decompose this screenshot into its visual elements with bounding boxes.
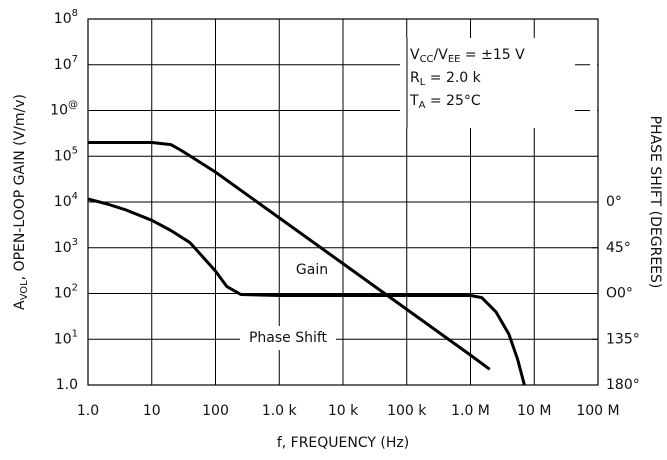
condition-text: = 25°C xyxy=(425,93,480,109)
x-tick-label: 100 k xyxy=(387,403,427,419)
y-tick-exponent: 3 xyxy=(72,237,78,248)
series-line xyxy=(87,197,526,386)
y-tick-label: 101 xyxy=(54,328,78,347)
y-tick-label: 103 xyxy=(54,237,78,256)
y2-tick-label: 45° xyxy=(606,240,631,256)
y-tick-base: 10 xyxy=(54,11,72,27)
condition-text: = ±15 V xyxy=(460,47,525,63)
y-axis-title: AVOL, OPEN-LOOP GAIN (V/m/v) xyxy=(12,94,30,310)
condition-text: T xyxy=(409,93,419,109)
y-axis-title-text: A xyxy=(12,300,28,310)
condition-subscript: A xyxy=(419,100,426,111)
y-tick-label: 105 xyxy=(54,145,78,164)
x-tick-label: 10 M xyxy=(517,403,551,419)
y-tick-base: 10 xyxy=(54,286,72,302)
condition: RL = 2.0 k xyxy=(410,70,482,88)
y-tick-base: 10 xyxy=(54,148,72,164)
y-tick-exponent: 1 xyxy=(72,328,78,339)
x-tick-label: 1.0 k xyxy=(262,403,298,419)
y-axis-title-subscript: VOL xyxy=(19,280,30,301)
y-tick-label: 10@ xyxy=(50,100,78,119)
y-tick-base: 10 xyxy=(54,194,72,210)
y-tick-exponent: 8 xyxy=(72,8,78,19)
conditions-background xyxy=(400,38,597,128)
y2-tick-label: 0° xyxy=(606,194,622,210)
x-tick-label: 100 M xyxy=(576,403,619,419)
phase-label-background xyxy=(240,326,336,350)
y-tick-exponent: 7 xyxy=(72,54,78,65)
condition-subscript: L xyxy=(420,77,426,88)
y-tick-label: 102 xyxy=(54,283,78,302)
gain-label-background xyxy=(286,258,338,282)
y-tick-base: 10 xyxy=(54,331,72,347)
y-tick-label: 107 xyxy=(54,54,78,73)
x-tick-label: 1.0 M xyxy=(451,403,490,419)
x-tick-label: 1.0 xyxy=(77,403,99,419)
x-axis-title: f, FREQUENCY (Hz) xyxy=(277,435,409,451)
plot-frame xyxy=(87,18,599,386)
x-tick-label: 10 k xyxy=(328,403,359,419)
condition-text: = 2.0 k xyxy=(425,70,481,86)
condition-text: R xyxy=(410,70,420,86)
x-tick-label: 100 xyxy=(202,403,229,419)
condition: VCC/VEE = ±15 V xyxy=(410,47,525,65)
y-tick-base: 10 xyxy=(54,57,72,73)
condition-text: /V xyxy=(434,47,449,63)
y-tick-label: 104 xyxy=(54,191,78,210)
y2-tick-label: O0° xyxy=(606,286,633,302)
y2-axis-title: PHASE SHIFT (DEGREES) xyxy=(647,116,663,289)
y-tick-label: 108 xyxy=(54,8,78,27)
y-axis-title-text: , OPEN-LOOP GAIN (V/m/v) xyxy=(12,94,28,280)
condition-subscript: CC xyxy=(420,54,434,65)
series-label: Gain xyxy=(296,262,328,278)
y-tick-label: 1.0 xyxy=(56,377,78,393)
condition-subscript: EE xyxy=(448,54,461,65)
y-tick-exponent: @ xyxy=(68,100,78,111)
series-label: Phase Shift xyxy=(249,330,328,346)
y-tick-exponent: 2 xyxy=(72,283,78,294)
y-tick-base: 10 xyxy=(50,103,68,119)
condition: TA = 25°C xyxy=(409,93,481,111)
y-tick-base: 10 xyxy=(54,240,72,256)
y2-tick-label: 135° xyxy=(606,331,640,347)
x-tick-label: 10 xyxy=(143,403,161,419)
y-tick-base: 1.0 xyxy=(56,377,78,393)
condition-text: V xyxy=(410,47,420,63)
series-line xyxy=(88,141,491,371)
y-tick-exponent: 4 xyxy=(72,191,78,202)
y2-tick-label: 180° xyxy=(606,377,640,393)
y-tick-exponent: 5 xyxy=(72,145,78,156)
